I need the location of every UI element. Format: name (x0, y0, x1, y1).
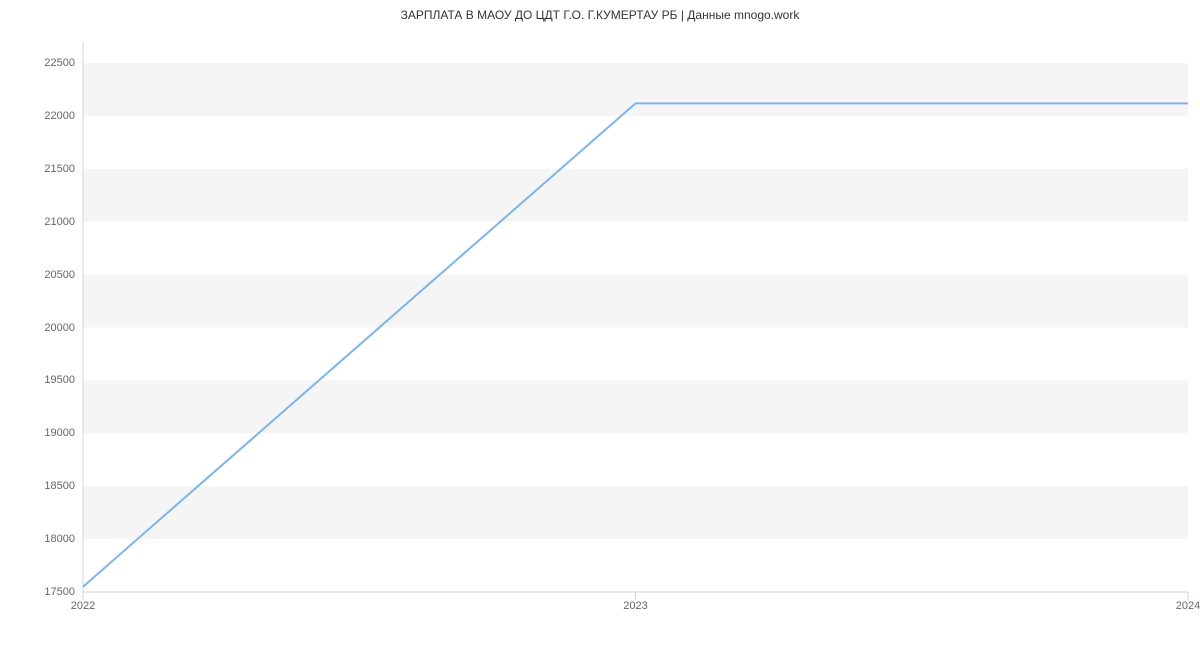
y-tick-label: 22000 (44, 110, 75, 122)
y-tick-label: 19000 (44, 427, 75, 439)
chart-title: ЗАРПЛАТА В МАОУ ДО ЦДТ Г.О. Г.КУМЕРТАУ Р… (0, 8, 1200, 22)
y-tick-label: 17500 (44, 586, 75, 598)
y-tick-label: 21500 (44, 163, 75, 175)
chart-svg (83, 42, 1188, 592)
y-tick-label: 21000 (44, 216, 75, 228)
x-tick-label: 2023 (623, 600, 647, 612)
y-tick-label: 18000 (44, 533, 75, 545)
y-tick-label: 20000 (44, 322, 75, 334)
y-tick-label: 20500 (44, 269, 75, 281)
x-tick-label: 2024 (1176, 600, 1200, 612)
y-tick-label: 19500 (44, 374, 75, 386)
x-tick-label: 2022 (71, 600, 95, 612)
y-tick-label: 18500 (44, 480, 75, 492)
y-tick-label: 22500 (44, 57, 75, 69)
line-chart: ЗАРПЛАТА В МАОУ ДО ЦДТ Г.О. Г.КУМЕРТАУ Р… (0, 0, 1200, 650)
